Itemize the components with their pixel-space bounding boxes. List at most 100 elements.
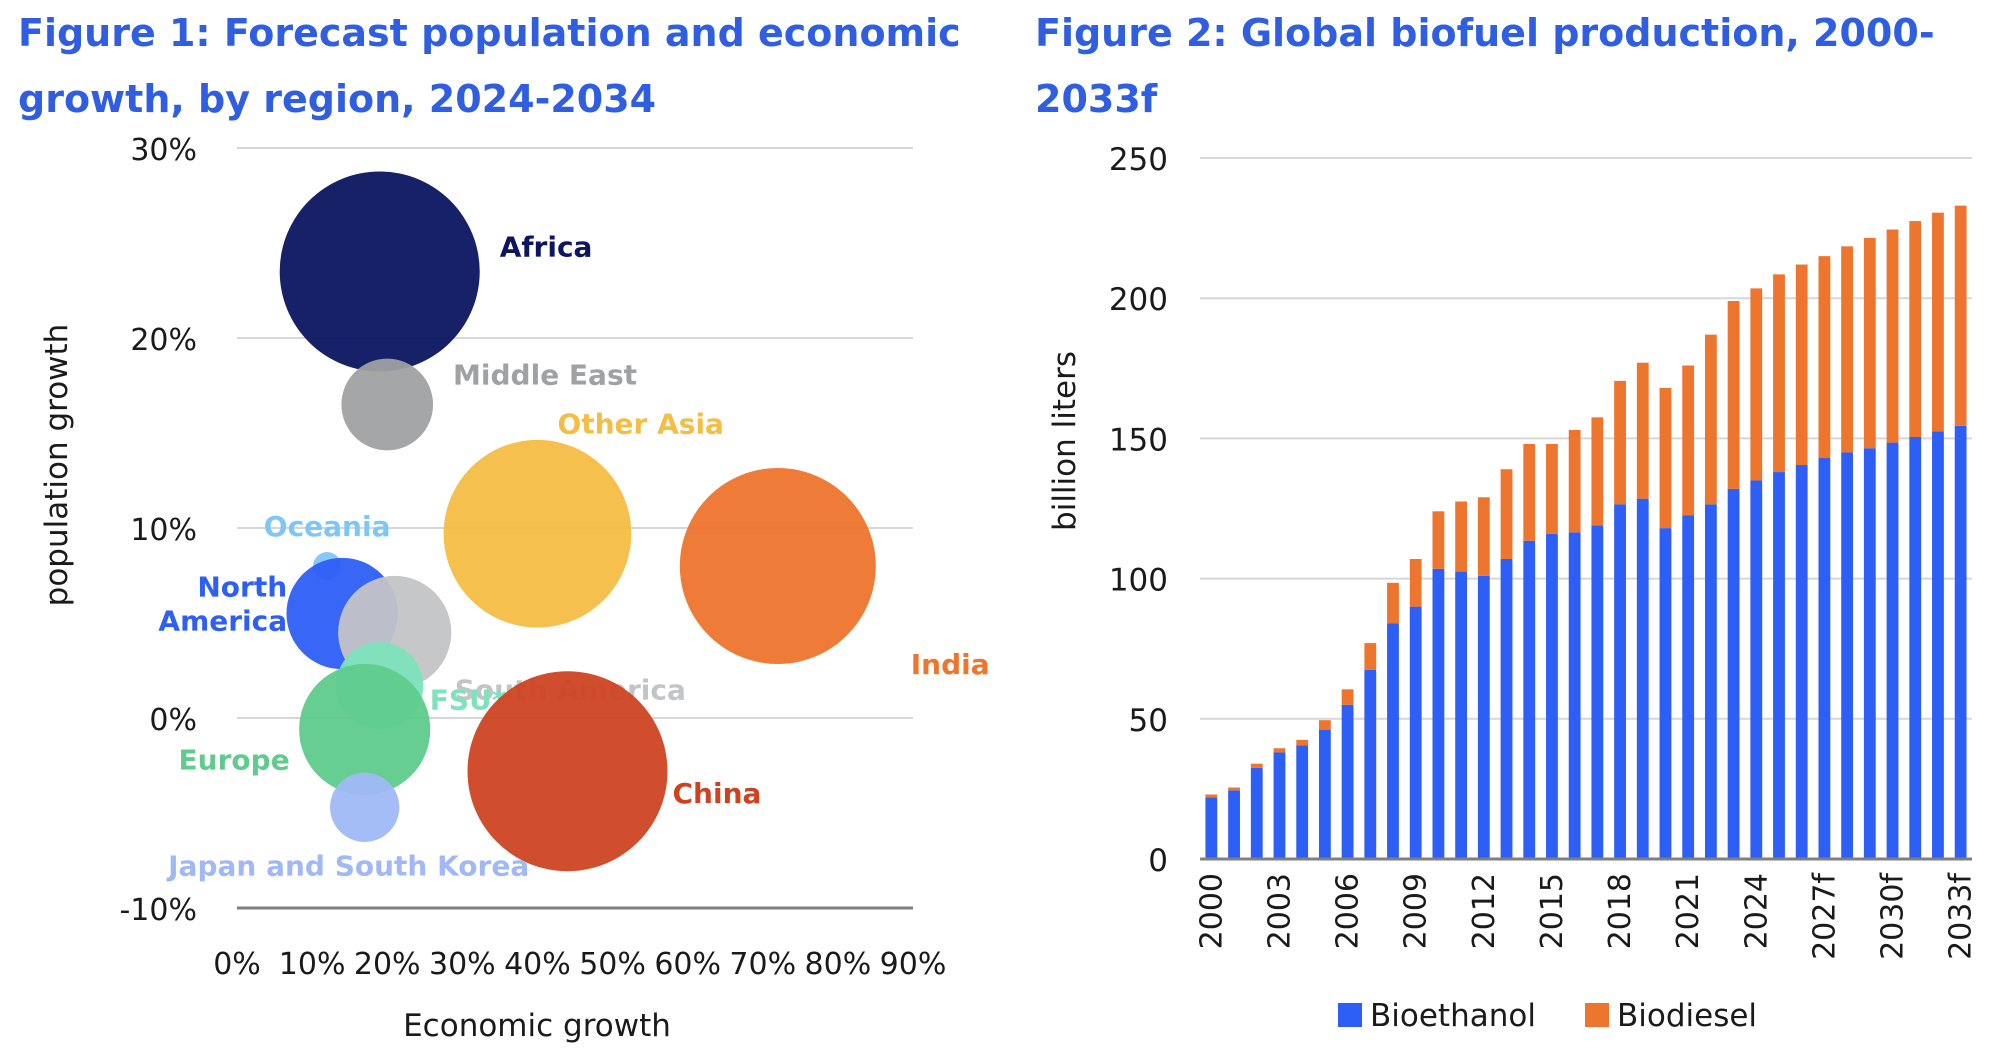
x-tick-label: 2033f — [1944, 872, 1979, 960]
x-tick-label: 2009 — [1399, 873, 1434, 949]
x-tick-label: 2012 — [1467, 873, 1502, 949]
bar-bioethanol-2005 — [1318, 730, 1331, 859]
bubble-label-india: India — [911, 648, 990, 681]
legend-label-bioethanol: Bioethanol — [1370, 998, 1536, 1034]
x-tick-label: 50% — [579, 947, 646, 982]
bar-biodiesel-2008 — [1387, 582, 1399, 624]
bubble-circle-africa — [279, 171, 480, 372]
x-tick-label: 60% — [654, 947, 721, 982]
bubble-china: China — [467, 671, 761, 872]
figure2-title: Figure 2: Global biofuel production, 200… — [1035, 11, 1935, 121]
x-tick-label: 2006 — [1331, 873, 1366, 949]
bubble-label-china: China — [672, 777, 761, 810]
bar-biodiesel-2022 — [1704, 334, 1717, 505]
bar-biodiesel-2005 — [1318, 720, 1331, 731]
bar-bioethanol-2016 — [1568, 532, 1581, 859]
bubble-europe: Europe — [179, 663, 431, 795]
bar-bioethanol-2004 — [1296, 745, 1309, 859]
bar-biodiesel-2020 — [1659, 387, 1672, 529]
x-tick-label: 0% — [213, 947, 261, 982]
bubble-label-europe: Europe — [179, 743, 290, 776]
bar-bioethanol-2027f — [1818, 458, 1831, 859]
x-tick-label: 2027f — [1807, 872, 1842, 960]
bar-bioethanol-2021 — [1682, 515, 1695, 859]
bar-bioethanol-2033f — [1954, 425, 1967, 859]
bubble-label-line: America — [158, 605, 287, 638]
x-tick-label: 30% — [429, 947, 496, 982]
bar-biodiesel-2026 — [1795, 264, 1808, 466]
bar-biodiesel-2012 — [1477, 497, 1490, 576]
bar-bioethanol-2026 — [1795, 465, 1808, 859]
bubble-label-africa: Africa — [500, 231, 593, 264]
bar-bioethanol-2009 — [1409, 606, 1422, 859]
bar-bioethanol-2001 — [1228, 790, 1240, 859]
y-tick-label: 250 — [1109, 142, 1168, 178]
bar-bioethanol-2012 — [1477, 575, 1490, 859]
bar-biodiesel-2021 — [1682, 365, 1695, 516]
bar-biodiesel-2009 — [1409, 558, 1422, 607]
bar-bioethanol-2031f — [1909, 436, 1922, 859]
y-tick-label: 0% — [149, 703, 197, 738]
bar-bioethanol-2002 — [1250, 767, 1263, 859]
bar-bioethanol-2023 — [1727, 488, 1740, 859]
bubble-circle-other-asia — [443, 439, 632, 628]
y-tick-label: 100 — [1109, 563, 1168, 599]
x-axis-title: Economic growth — [403, 1008, 671, 1044]
bar-biodiesel-2014 — [1523, 444, 1536, 541]
bar-bioethanol-2029f — [1863, 448, 1876, 859]
y-axis-title: population growth — [39, 324, 75, 607]
bar-bioethanol-2006 — [1341, 704, 1354, 859]
bubble-label-middle-east: Middle East — [453, 359, 637, 392]
y-tick-label: 50 — [1129, 703, 1168, 739]
bar-biodiesel-2030f — [1886, 229, 1899, 443]
bar-bioethanol-2017 — [1591, 525, 1604, 859]
bar-biodiesel-2024 — [1750, 288, 1763, 481]
bubble-circle-japan-and-south-korea — [330, 772, 400, 842]
bar-bioethanol-2015 — [1546, 533, 1558, 859]
bubble-circle-middle-east — [341, 358, 434, 451]
x-tick-label: 90% — [880, 947, 947, 982]
legend-swatch-biodiesel — [1585, 1003, 1609, 1027]
bubble-japan-and-south-korea: Japan and South Korea — [166, 772, 529, 882]
y-tick-label: 30% — [130, 133, 197, 168]
bar-biodiesel-2002 — [1250, 763, 1263, 768]
bar-biodiesel-2025 — [1773, 274, 1785, 473]
bar-biodiesel-2016 — [1568, 429, 1581, 533]
x-tick-label: 80% — [805, 947, 872, 982]
bar-biodiesel-2032f — [1932, 212, 1944, 432]
bar-biodiesel-2011 — [1455, 501, 1468, 572]
bubble-label-other-asia: Other Asia — [557, 408, 724, 441]
x-tick-label: 40% — [504, 947, 571, 982]
bar-biodiesel-2003 — [1273, 748, 1286, 753]
bar-biodiesel-2015 — [1546, 444, 1558, 534]
bubble-label-japan-and-south-korea: Japan and South Korea — [166, 849, 529, 882]
bar-biodiesel-2028f — [1841, 246, 1854, 453]
bar-bioethanol-2020 — [1659, 528, 1672, 859]
y-tick-label: 150 — [1109, 422, 1168, 458]
bar-biodiesel-2027f — [1818, 256, 1831, 459]
figure1-bubble-chart: 30%20%10%0%-10%0% 10% 20% 30% 40% 50% 60% 70% 80… — [39, 133, 990, 1044]
bubble-circle-china — [467, 671, 668, 872]
bar-bioethanol-2008 — [1387, 623, 1399, 859]
bar-biodiesel-2000 — [1205, 794, 1218, 798]
bar-biodiesel-2006 — [1341, 689, 1354, 705]
y-tick-label: 20% — [130, 323, 197, 358]
bar-bioethanol-2013 — [1500, 558, 1513, 859]
bar-biodiesel-2018 — [1614, 380, 1626, 505]
y-axis-title: billion liters — [1047, 351, 1083, 531]
y-tick-label: 10% — [130, 513, 197, 548]
bar-bioethanol-2032f — [1932, 431, 1944, 859]
x-tick-label: 2018 — [1603, 873, 1638, 949]
y-tick-label: 200 — [1109, 282, 1168, 318]
bubble-circle-europe — [299, 663, 431, 795]
x-tick-label: 2015 — [1535, 873, 1570, 949]
x-tick-label: 2021 — [1671, 873, 1706, 949]
x-tick-label: 10% — [279, 947, 346, 982]
bar-bioethanol-2014 — [1523, 540, 1536, 859]
bar-biodiesel-2010 — [1432, 511, 1445, 569]
bar-biodiesel-2029f — [1863, 237, 1876, 449]
bar-biodiesel-2033f — [1954, 205, 1967, 426]
bar-bioethanol-2024 — [1750, 480, 1763, 859]
bar-bioethanol-2003 — [1273, 752, 1286, 859]
